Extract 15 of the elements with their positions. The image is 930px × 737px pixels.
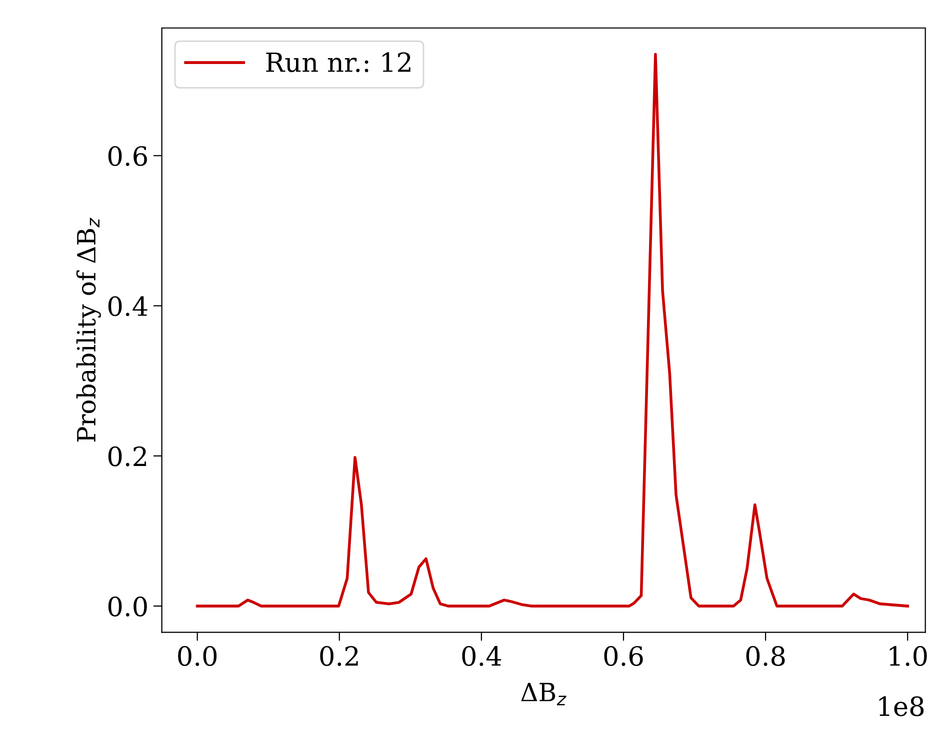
y-tick-label: 0.2 [108, 446, 146, 466]
line-series [196, 52, 909, 608]
y-tick-label: 0.0 [108, 596, 147, 616]
legend-label: Run nr.: 12 [266, 52, 410, 72]
x-tick-label: 0.2 [320, 646, 358, 666]
x-axis-title: ΔB$_{z}$ [521, 682, 566, 706]
x-tick-label: 0.8 [746, 646, 785, 666]
x-tick-label: 0.6 [604, 646, 643, 666]
y-axis-title: Probability of ΔB$_{z}$ [76, 218, 101, 442]
y-tick-label: 0.6 [108, 146, 147, 166]
text: 1e8 [879, 696, 924, 716]
x-tick-label: 0.0 [178, 646, 217, 666]
x-tick-label: 1.0 [890, 646, 927, 666]
x-tick-label: 0.4 [462, 646, 502, 666]
y-tick-label: 0.4 [108, 296, 148, 316]
